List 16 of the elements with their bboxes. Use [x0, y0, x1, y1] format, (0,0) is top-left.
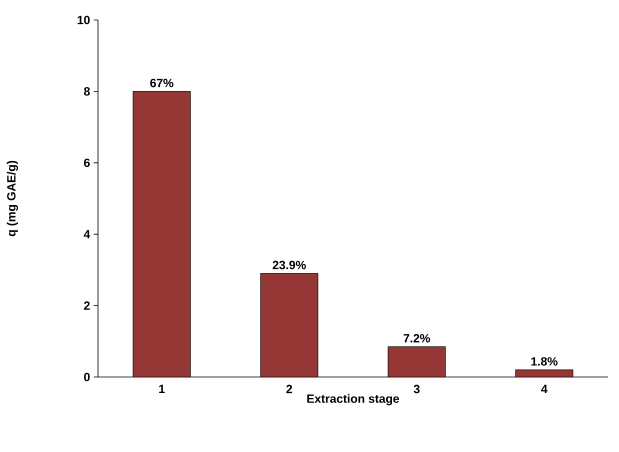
y-axis-title: q (mg GAE/g) [6, 160, 18, 236]
x-tick-label: 3 [414, 384, 420, 394]
y-tick-label: 2 [84, 301, 90, 310]
annotation: 23.9% [272, 260, 306, 270]
annotation: 67% [150, 78, 174, 88]
y-tick-label: 6 [84, 158, 90, 168]
x-tick-label: 1 [159, 384, 165, 393]
x-axis-title: Extraction stage [307, 394, 400, 406]
x-tick-label: 2 [286, 384, 292, 394]
x-tick-label: 4 [541, 384, 548, 393]
y-tick-label: 4 [84, 230, 90, 238]
annotation: 1.8% [531, 357, 558, 366]
annotation: 7.2% [404, 334, 430, 342]
y-tick-label: 8 [84, 87, 90, 96]
y-tick-label: 10 [78, 16, 90, 24]
y-tick-label: 0 [84, 372, 90, 382]
